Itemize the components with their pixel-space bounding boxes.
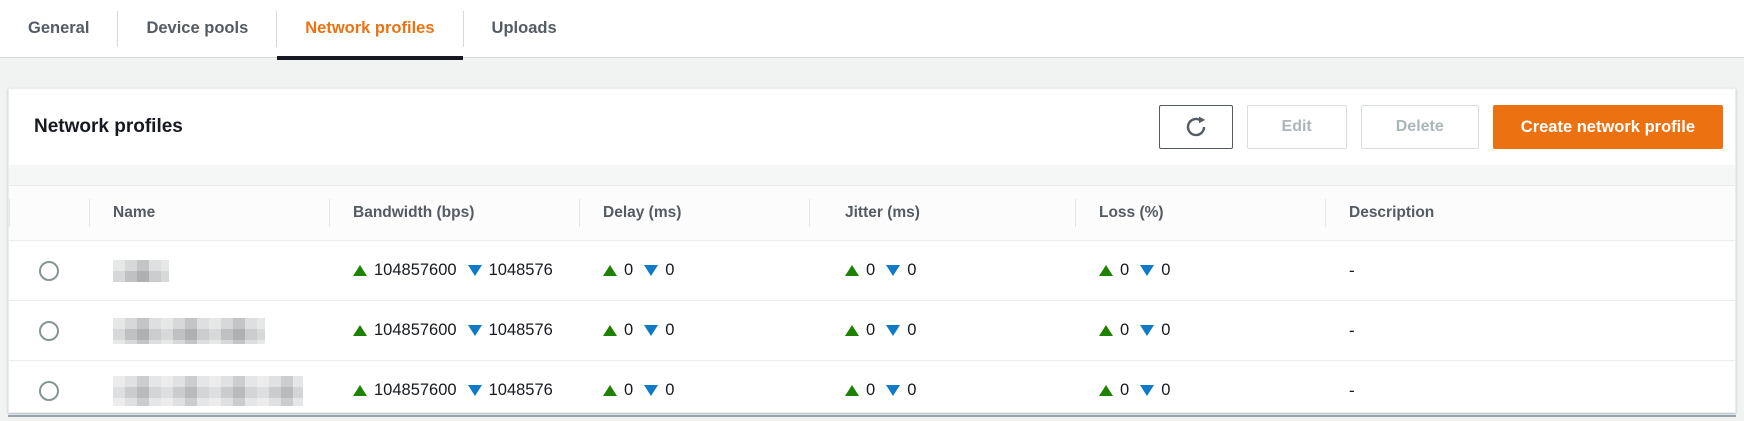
download-arrow-icon (467, 265, 482, 276)
table-header-row: Name Bandwidth (bps) Delay (ms) Jitter (… (9, 185, 1735, 241)
refresh-icon (1184, 115, 1208, 139)
bandwidth-up-value: 104857600 (374, 381, 457, 399)
tab-separator (117, 10, 119, 47)
redacted-profile-name (113, 317, 265, 344)
loss-down-value: 0 (1161, 381, 1171, 399)
delay-cell: 0 0 (579, 261, 809, 280)
bandwidth-down-value: 1048576 (488, 321, 553, 339)
table-row: 104857600 1048576 0 0 0 0 0 0 (9, 301, 1735, 361)
download-arrow-icon (886, 385, 901, 396)
loss-up-value: 0 (1120, 321, 1130, 339)
bandwidth-up-value: 104857600 (374, 321, 457, 339)
tab-general[interactable]: General (28, 19, 90, 37)
download-arrow-icon (644, 265, 659, 276)
jitter-cell: 0 0 (809, 261, 1075, 280)
upload-arrow-icon (845, 265, 859, 276)
bandwidth-cell: 104857600 1048576 (329, 381, 579, 400)
table-row: 104857600 1048576 0 0 0 0 0 0 (9, 241, 1735, 301)
download-arrow-icon (886, 265, 901, 276)
network-profiles-panel: Network profiles Edit Delete Create netw… (8, 88, 1736, 413)
upload-arrow-icon (1099, 385, 1113, 396)
delay-cell: 0 0 (579, 321, 809, 340)
loss-up-value: 0 (1120, 261, 1130, 279)
redacted-profile-name (113, 259, 169, 282)
delay-down-value: 0 (665, 321, 675, 339)
upload-arrow-icon (353, 385, 367, 396)
row-radio-button[interactable] (39, 380, 59, 401)
upload-arrow-icon (603, 265, 617, 276)
delay-cell: 0 0 (579, 381, 809, 400)
row-radio-button[interactable] (39, 320, 59, 341)
download-arrow-icon (467, 325, 482, 336)
column-header-description: Description (1325, 186, 1735, 240)
tab-uploads[interactable]: Uploads (491, 19, 557, 37)
table-row: 104857600 1048576 0 0 0 0 0 0 (9, 361, 1735, 412)
jitter-up-value: 0 (866, 321, 876, 339)
upload-arrow-icon (603, 385, 617, 396)
jitter-up-value: 0 (866, 381, 876, 399)
loss-cell: 0 0 (1075, 261, 1325, 280)
tab-separator (276, 10, 278, 47)
delay-up-value: 0 (624, 381, 634, 399)
delete-button[interactable]: Delete (1360, 105, 1479, 149)
delay-up-value: 0 (624, 261, 634, 279)
jitter-down-value: 0 (907, 381, 917, 399)
upload-arrow-icon (1099, 265, 1113, 276)
jitter-cell: 0 0 (809, 381, 1075, 400)
bandwidth-up-value: 104857600 (374, 261, 457, 279)
redacted-profile-name (113, 375, 303, 406)
loss-up-value: 0 (1120, 381, 1130, 399)
download-arrow-icon (1140, 265, 1155, 276)
edit-button[interactable]: Edit (1246, 105, 1347, 149)
loss-cell: 0 0 (1075, 321, 1325, 340)
download-arrow-icon (1140, 325, 1155, 336)
upload-arrow-icon (603, 325, 617, 336)
column-header-jitter: Jitter (ms) (809, 186, 1075, 240)
description-cell: - (1349, 320, 1355, 340)
download-arrow-icon (644, 385, 659, 396)
bandwidth-down-value: 1048576 (488, 381, 553, 399)
loss-down-value: 0 (1161, 321, 1171, 339)
toolbar-table-divider (9, 165, 1735, 185)
column-header-delay: Delay (ms) (579, 186, 809, 240)
description-cell: - (1349, 260, 1355, 280)
window-bottom-edge (8, 415, 1736, 417)
panel-title: Network profiles (34, 116, 183, 137)
bandwidth-cell: 104857600 1048576 (329, 261, 579, 280)
refresh-button[interactable] (1158, 105, 1233, 149)
upload-arrow-icon (845, 325, 859, 336)
panel-toolbar: Network profiles Edit Delete Create netw… (9, 89, 1735, 165)
download-arrow-icon (1140, 385, 1155, 396)
page-content: Network profiles Edit Delete Create netw… (0, 58, 1744, 417)
jitter-cell: 0 0 (809, 321, 1075, 340)
jitter-up-value: 0 (866, 261, 876, 279)
upload-arrow-icon (353, 265, 367, 276)
jitter-down-value: 0 (907, 321, 917, 339)
tab-device-pools[interactable]: Device pools (146, 19, 249, 37)
column-header-name: Name (89, 186, 329, 240)
row-radio-button[interactable] (39, 260, 59, 281)
delay-down-value: 0 (665, 381, 675, 399)
jitter-down-value: 0 (907, 261, 917, 279)
bandwidth-down-value: 1048576 (488, 261, 553, 279)
create-network-profile-button[interactable]: Create network profile (1492, 105, 1723, 149)
delay-down-value: 0 (665, 261, 675, 279)
download-arrow-icon (886, 325, 901, 336)
download-arrow-icon (644, 325, 659, 336)
loss-down-value: 0 (1161, 261, 1171, 279)
download-arrow-icon (467, 385, 482, 396)
column-header-loss: Loss (%) (1075, 186, 1325, 240)
description-cell: - (1349, 380, 1355, 400)
column-header-bandwidth: Bandwidth (bps) (329, 186, 579, 240)
upload-arrow-icon (1099, 325, 1113, 336)
upload-arrow-icon (353, 325, 367, 336)
loss-cell: 0 0 (1075, 381, 1325, 400)
upload-arrow-icon (845, 385, 859, 396)
column-header-select (9, 186, 89, 240)
delay-up-value: 0 (624, 321, 634, 339)
tab-network-profiles[interactable]: Network profiles (277, 0, 463, 60)
tab-separator (462, 10, 464, 47)
tab-bar: General Device pools Network profiles Up… (0, 0, 1744, 60)
bandwidth-cell: 104857600 1048576 (329, 321, 579, 340)
